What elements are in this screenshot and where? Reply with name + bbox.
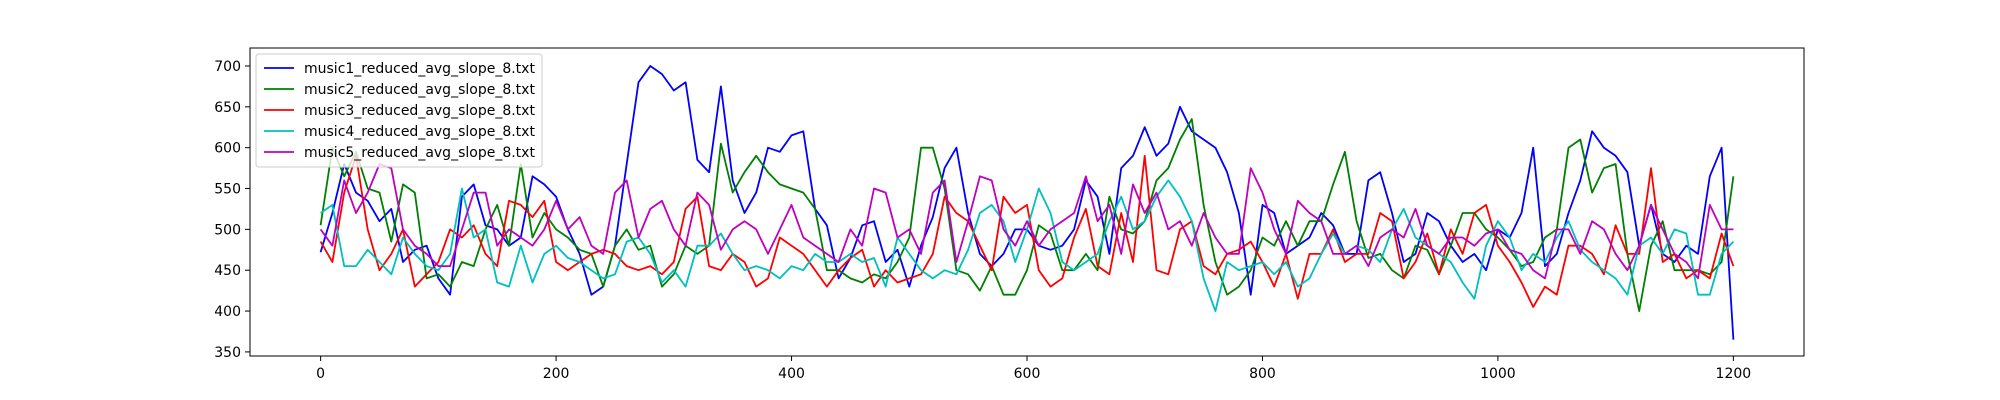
x-tick-label: 400 xyxy=(778,366,805,382)
y-tick-label: 450 xyxy=(214,263,241,279)
x-tick-label: 1200 xyxy=(1716,366,1752,382)
series-layer xyxy=(319,65,1735,340)
x-tick-label: 0 xyxy=(316,366,325,382)
y-tick-label: 350 xyxy=(214,345,241,361)
series-line-2 xyxy=(319,118,1735,313)
legend: music1_reduced_avg_slope_8.txt music2_red… xyxy=(255,53,543,168)
legend-label-4: music4_reduced_avg_slope_8.txt xyxy=(304,124,535,140)
x-tick-label: 600 xyxy=(1014,366,1041,382)
legend-label-3: music3_reduced_avg_slope_8.txt xyxy=(304,103,535,119)
y-tick-label: 600 xyxy=(214,141,241,157)
x-tick-label: 200 xyxy=(543,366,570,382)
x-tick-label: 800 xyxy=(1249,366,1276,382)
y-axis: 350 400 450 500 550 600 650 700 xyxy=(214,59,250,361)
x-axis: 0 200 400 600 800 1000 1200 xyxy=(316,356,1751,382)
y-tick-label: 400 xyxy=(214,304,241,320)
x-tick-label: 1000 xyxy=(1480,366,1516,382)
legend-label-5: music5_reduced_avg_slope_8.txt xyxy=(304,145,535,161)
y-tick-label: 550 xyxy=(214,182,241,198)
legend-label-2: music2_reduced_avg_slope_8.txt xyxy=(304,82,535,98)
y-tick-label: 700 xyxy=(214,59,241,75)
series-line-4 xyxy=(320,179,1735,313)
series-line-5 xyxy=(319,163,1734,280)
legend-label-1: music1_reduced_avg_slope_8.txt xyxy=(304,61,535,77)
y-tick-label: 500 xyxy=(214,222,241,238)
series-line-3 xyxy=(319,154,1735,308)
legend-box xyxy=(255,53,543,168)
y-tick-label: 650 xyxy=(214,100,241,116)
